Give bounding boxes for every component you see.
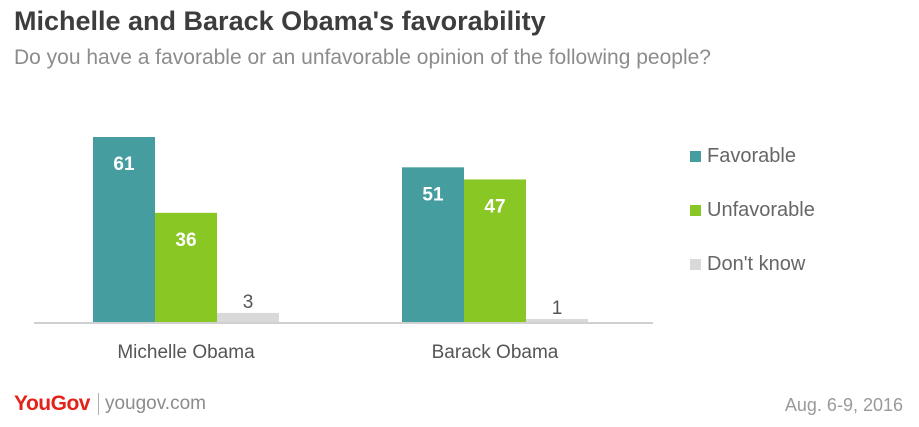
- bar-barack-obama-don-t-know: [526, 318, 588, 322]
- footer-site-link[interactable]: yougov.com: [104, 393, 206, 414]
- data-label-michelle-obama-unfavorable: 36: [175, 230, 196, 251]
- legend-swatch-favorable: [690, 151, 701, 162]
- bar-chart: 61 36 3 51 47 1 Michelle Obama Barack Obama Fa…: [34, 137, 815, 363]
- legend-swatch-unfavorable: [690, 205, 701, 216]
- data-label-michelle-obama-favorable: 61: [113, 154, 135, 175]
- survey-date: Aug. 6-9, 2016: [784, 395, 903, 415]
- legend-label-favorable: Favorable: [707, 145, 796, 167]
- bar-michelle-obama-unfavorable: [155, 212, 217, 322]
- x-tick-label-barack-obama: Barack Obama: [432, 342, 559, 363]
- bar-barack-obama-favorable: [402, 167, 464, 322]
- footer-brand: YouGov yougov.com: [14, 392, 206, 416]
- bar-michelle-obama-don-t-know: [217, 312, 279, 322]
- x-axis-labels: Michelle Obama Barack Obama: [117, 342, 558, 363]
- chart-subtitle: Do you have a favorable or an unfavorabl…: [14, 46, 711, 69]
- legend-label-unfavorable: Unfavorable: [707, 199, 815, 221]
- legend-label-don-t-know: Don't know: [707, 253, 806, 275]
- data-label-barack-obama-don-t-know: 1: [552, 298, 563, 319]
- yougov-logo[interactable]: YouGov: [14, 392, 90, 415]
- chart-title: Michelle and Barack Obama's favorability: [14, 6, 546, 36]
- data-label-michelle-obama-don-t-know: 3: [243, 292, 254, 313]
- data-label-barack-obama-favorable: 51: [422, 184, 444, 205]
- x-tick-label-michelle-obama: Michelle Obama: [117, 342, 255, 363]
- bar-barack-obama-unfavorable: [464, 179, 526, 322]
- legend: Favorable Unfavorable Don't know: [690, 145, 815, 275]
- data-label-barack-obama-unfavorable: 47: [484, 196, 505, 217]
- legend-swatch-don-t-know: [690, 259, 701, 270]
- footer-separator: [97, 393, 99, 415]
- bars-group: 61 36 3 51 47 1: [93, 137, 588, 322]
- bar-michelle-obama-favorable: [93, 137, 155, 322]
